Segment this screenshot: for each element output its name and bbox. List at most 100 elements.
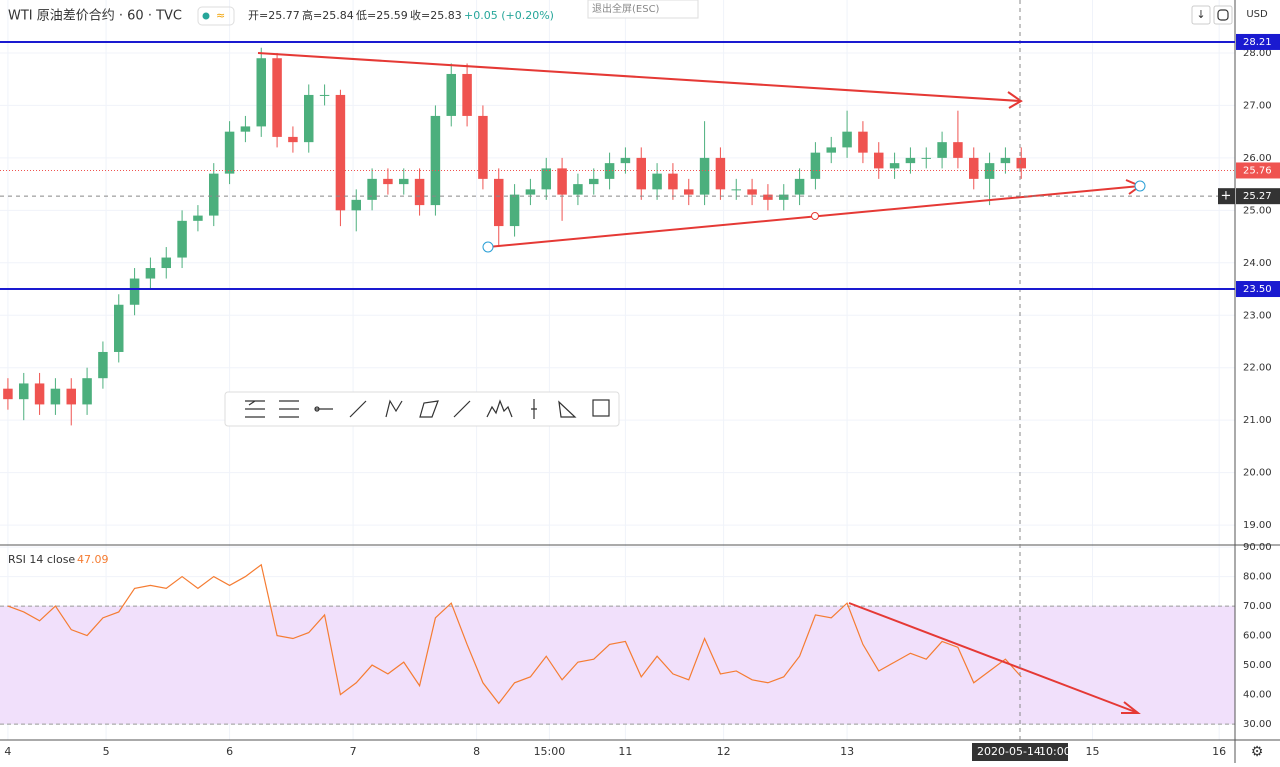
- candle-body: [82, 378, 92, 405]
- candle-body: [430, 115, 441, 206]
- crosshair-price-bg: [1236, 188, 1280, 205]
- y-tick-label: 80.00: [1243, 572, 1272, 583]
- candle-body: [351, 199, 361, 211]
- crosshair-price-label: 25.27: [1243, 191, 1272, 202]
- x-tick-label: 7: [350, 745, 357, 758]
- tool-rect[interactable]: [592, 399, 610, 417]
- candle-body: [177, 220, 187, 258]
- candle-body: [826, 147, 836, 153]
- drawing-toolbar: [224, 391, 620, 427]
- refresh-icon: [1217, 9, 1229, 21]
- y-tick-label: 40.00: [1243, 690, 1272, 701]
- refresh-button[interactable]: [1213, 5, 1233, 25]
- y-tick-label: 25.00: [1243, 205, 1272, 216]
- x-tick-label: 11: [618, 745, 632, 758]
- candle-body: [50, 388, 61, 405]
- exit-fullscreen-button[interactable]: [587, 0, 699, 19]
- x-tick-label: 15: [1086, 745, 1100, 758]
- tool-lines[interactable]: [279, 400, 299, 418]
- ohlc-low: 低=25.59: [356, 9, 408, 22]
- status-dot: [202, 12, 210, 20]
- candle-body: [34, 383, 45, 405]
- level-label: 28.21: [1243, 37, 1272, 48]
- anchor[interactable]: [482, 241, 494, 253]
- y-tick-label: 90.00: [1243, 542, 1272, 553]
- candle-body: [509, 194, 520, 227]
- candle-body: [779, 194, 789, 200]
- rsi-line: [7, 563, 1022, 705]
- candle-body: [604, 163, 615, 179]
- candle-body: [240, 126, 251, 132]
- candle-body: [684, 189, 694, 195]
- candle-body: [304, 94, 314, 143]
- candle-body: [842, 131, 852, 148]
- candle-body: [383, 178, 393, 185]
- level-label: 23.50: [1243, 284, 1272, 295]
- add-button[interactable]: [1218, 188, 1235, 205]
- candle-body: [810, 152, 821, 179]
- rsi-title: RSI 14 close: [8, 553, 75, 566]
- candle-body: [367, 178, 377, 200]
- candle-body: [937, 142, 947, 158]
- level-label-bg: [1236, 281, 1280, 298]
- candle-body: [3, 388, 13, 400]
- y-tick-label: 23.00: [1243, 310, 1272, 321]
- settings-icon[interactable]: ⚙: [1251, 744, 1264, 760]
- tool-triangle[interactable]: [558, 400, 577, 418]
- crosshair-time-bg: [972, 743, 1068, 761]
- candle-body: [129, 278, 140, 305]
- crosshair-time: 10:00: [1039, 745, 1071, 758]
- add-icon: +: [1221, 189, 1232, 204]
- candle-body: [557, 168, 567, 195]
- y-tick-label: 24.00: [1243, 258, 1272, 269]
- tool-vline[interactable]: [531, 399, 537, 419]
- trendline: [257, 52, 1021, 102]
- candle-body: [763, 194, 773, 200]
- candle-body: [462, 73, 472, 116]
- candle-body: [288, 136, 298, 143]
- candle-body: [209, 173, 219, 216]
- crosshair-date: 2020-05-14: [977, 745, 1041, 758]
- y-tick-label: 27.00: [1243, 100, 1272, 111]
- tool-pattern[interactable]: [385, 399, 403, 418]
- candle-body: [98, 351, 108, 379]
- candle-body: [731, 189, 741, 191]
- tool-fib[interactable]: [245, 400, 265, 418]
- candle-body: [272, 58, 282, 137]
- scroll-button[interactable]: [1191, 5, 1211, 25]
- candle-body: [19, 383, 29, 400]
- candle-body: [541, 168, 551, 190]
- candle-body: [193, 215, 203, 221]
- last-price-label: 25.76: [1243, 165, 1272, 176]
- tool-elliott[interactable]: [486, 399, 513, 418]
- currency: USD: [1246, 9, 1268, 20]
- candle-body: [652, 173, 662, 190]
- x-tick-label: 13: [840, 745, 854, 758]
- candle-body: [921, 157, 931, 159]
- grid: [0, 0, 1235, 740]
- scroll-icon: ↓: [1196, 8, 1205, 21]
- ohlc-open: 开=25.77: [248, 9, 300, 22]
- anchor[interactable]: [811, 212, 819, 220]
- tool-path[interactable]: [453, 400, 471, 418]
- y-tick-label: 70.00: [1243, 601, 1272, 612]
- candle-body: [905, 157, 916, 164]
- candle-body: [636, 157, 646, 190]
- anchor[interactable]: [1134, 180, 1146, 192]
- candle-body: [858, 131, 868, 153]
- last-price-bg: [1236, 162, 1280, 179]
- candle-body: [446, 73, 456, 116]
- marks: [3, 47, 1026, 705]
- candle-body: [399, 178, 409, 185]
- arrow-head: [1007, 91, 1023, 109]
- candle-body: [668, 173, 678, 190]
- candle-body: [953, 142, 963, 158]
- tool-shape[interactable]: [419, 400, 439, 418]
- status-icon: ≈: [216, 9, 225, 22]
- tool-trend[interactable]: [349, 400, 367, 418]
- candle-body: [794, 178, 805, 195]
- candle-body: [1016, 157, 1026, 169]
- candle-body: [335, 94, 346, 211]
- y-tick-label: 28.00: [1243, 48, 1272, 59]
